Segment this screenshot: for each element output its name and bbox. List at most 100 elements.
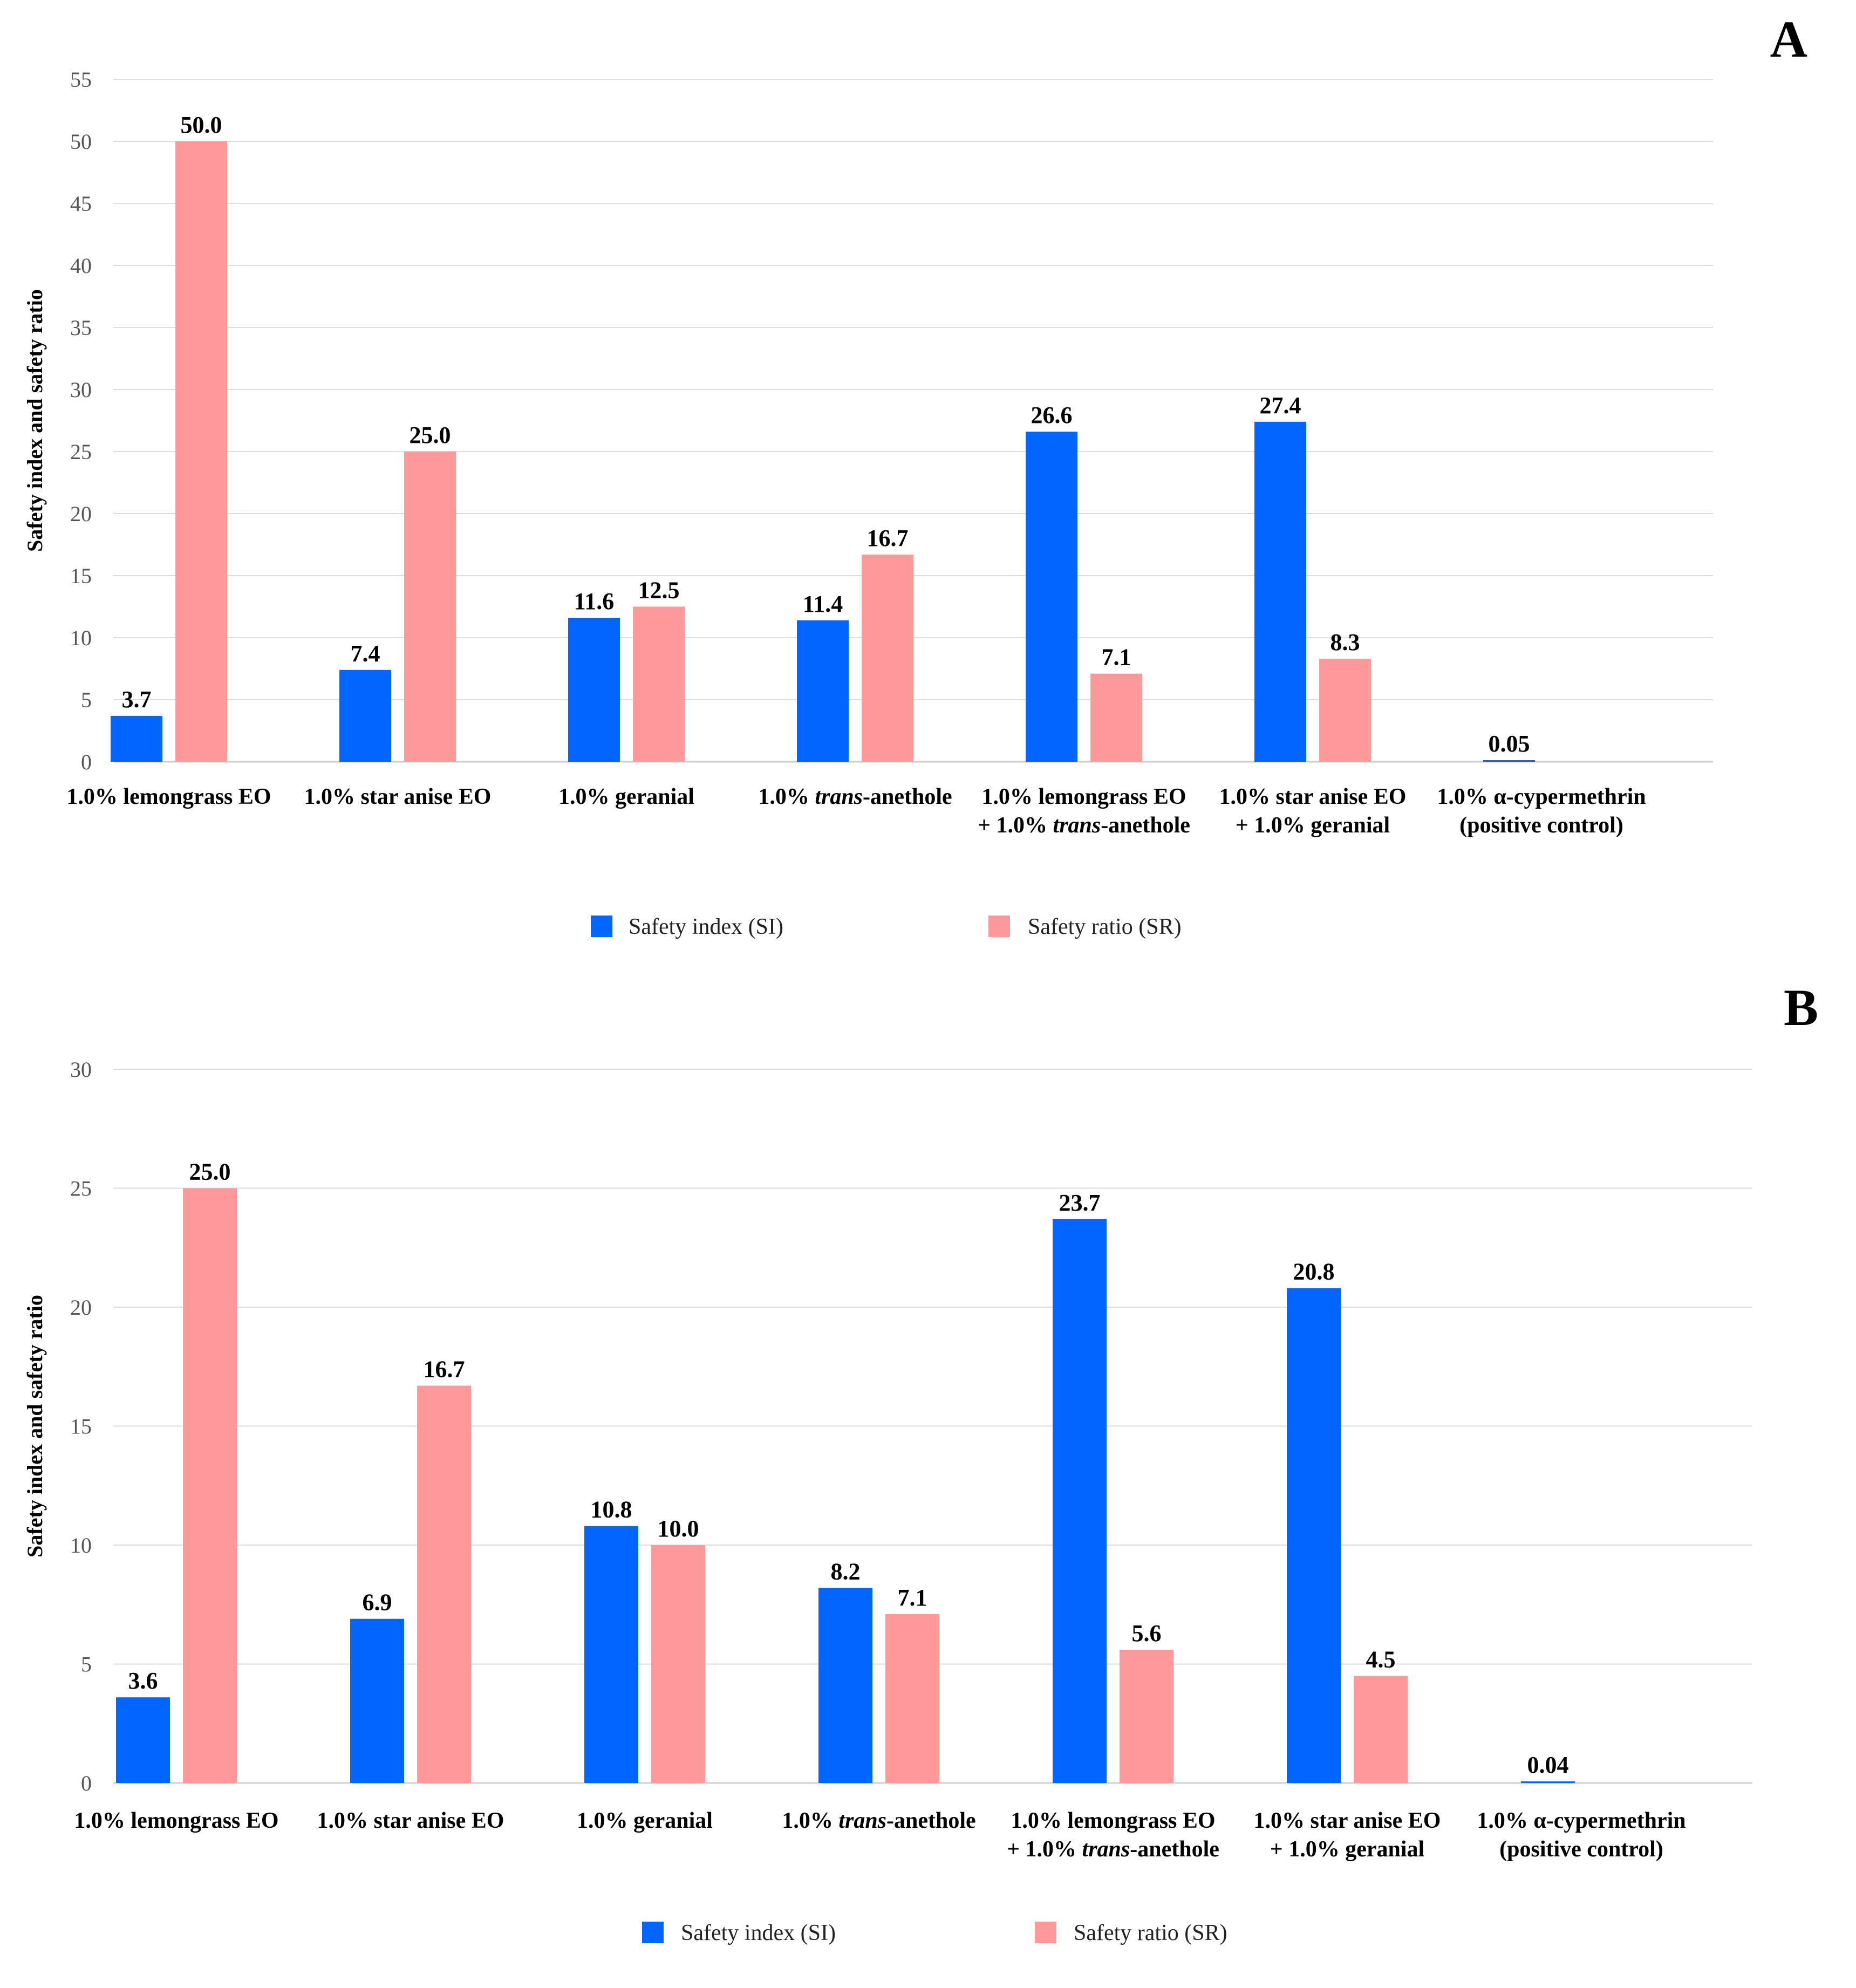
- x-category-label: + 1.0% geranial: [1236, 813, 1390, 838]
- bar-safety-ratio: [183, 1188, 237, 1783]
- x-category-label: 1.0% trans-anethole: [782, 1808, 975, 1833]
- x-category-label: 1.0% α-cypermethrin: [1477, 1808, 1686, 1833]
- x-category-label: + 1.0% geranial: [1270, 1837, 1424, 1862]
- y-tick-label: 15: [70, 564, 92, 588]
- bar-safety-ratio: [1319, 659, 1371, 762]
- bar-safety-index: [111, 715, 162, 762]
- data-label: 25.0: [189, 1159, 231, 1185]
- y-tick-label: 25: [70, 440, 92, 464]
- data-label: 26.6: [1031, 402, 1073, 428]
- bar-safety-ratio: [651, 1545, 705, 1783]
- legend-label: Safety index (SI): [629, 914, 783, 939]
- y-tick-label: 10: [70, 626, 92, 650]
- x-category-label: 1.0% trans-anethole: [758, 784, 952, 809]
- y-tick-label: 5: [81, 688, 92, 712]
- chart-a-svg: A 0 5 10 15 20 25 30 35 40 45 50 55 Safety index and …: [23, 10, 1807, 939]
- bar-safety-index: [116, 1697, 170, 1783]
- data-label: 8.3: [1330, 629, 1360, 655]
- bar-safety-index: [339, 670, 391, 762]
- bar-safety-index: [1053, 1219, 1107, 1783]
- bar-safety-index: [1026, 432, 1077, 762]
- data-label: 4.5: [1366, 1647, 1396, 1673]
- legend-label: Safety ratio (SR): [1074, 1921, 1227, 1945]
- data-label: 7.1: [1102, 644, 1131, 671]
- x-category-label: (positive control): [1459, 813, 1623, 838]
- bar-safety-ratio: [175, 141, 227, 762]
- y-tick-label: 0: [81, 750, 92, 774]
- chart-b-svg: B 0 5 10 15 20 25 30 Safety index and safety rat…: [23, 979, 1818, 1945]
- data-label: 11.6: [574, 588, 615, 614]
- bar-safety-index: [818, 1588, 872, 1783]
- data-label: 10.8: [591, 1497, 632, 1523]
- y-tick-label: 45: [70, 192, 92, 216]
- data-label: 5.6: [1132, 1620, 1162, 1647]
- data-label: 0.05: [1489, 730, 1530, 757]
- data-label: 16.7: [867, 525, 909, 551]
- data-label: 12.5: [638, 577, 680, 604]
- x-category-label: (positive control): [1499, 1837, 1663, 1862]
- data-label: 7.4: [351, 640, 380, 667]
- y-tick-label: 35: [70, 316, 92, 340]
- data-label: 25.0: [410, 422, 451, 448]
- x-category-label: 1.0% star anise EO: [1254, 1808, 1441, 1833]
- legend-swatch-sr: [1035, 1922, 1056, 1943]
- data-label: 11.4: [803, 591, 843, 617]
- x-category-label: 1.0% star anise EO: [317, 1808, 504, 1833]
- data-label: 10.0: [658, 1515, 699, 1542]
- y-tick-label: 0: [81, 1771, 92, 1795]
- bar-safety-ratio: [885, 1614, 939, 1783]
- chart-panel-a: A 0 5 10 15 20 25 30 35 40 45 50 55 Safety index and …: [0, 0, 1856, 971]
- bar-safety-ratio: [1120, 1650, 1173, 1783]
- x-category-label: 1.0% geranial: [577, 1808, 713, 1833]
- data-label: 3.6: [128, 1668, 158, 1694]
- bar-safety-index: [1521, 1781, 1575, 1783]
- x-category-label: + 1.0% trans-anethole: [978, 813, 1190, 838]
- bar-safety-ratio: [1354, 1676, 1408, 1783]
- x-category-label: + 1.0% trans-anethole: [1007, 1837, 1219, 1862]
- data-label: 50.0: [181, 112, 222, 138]
- y-tick-label: 30: [70, 378, 92, 402]
- y-tick-label: 5: [81, 1652, 92, 1677]
- bar-safety-ratio: [404, 452, 456, 762]
- panel-letter: A: [1770, 10, 1807, 68]
- data-label: 27.4: [1260, 392, 1301, 419]
- data-label: 16.7: [424, 1356, 465, 1383]
- x-category-label: 1.0% star anise EO: [304, 784, 492, 809]
- y-tick-label: 10: [70, 1533, 92, 1557]
- bar-safety-index: [797, 620, 849, 762]
- legend-swatch-si: [591, 916, 612, 937]
- y-tick-label: 20: [70, 1295, 92, 1320]
- legend-label: Safety ratio (SR): [1028, 914, 1182, 939]
- data-label: 7.1: [898, 1584, 927, 1611]
- y-axis-label: Safety index and safety ratio: [23, 289, 47, 552]
- bar-safety-ratio: [1090, 673, 1142, 762]
- legend-swatch-si: [642, 1922, 664, 1943]
- y-tick-label: 25: [70, 1177, 92, 1201]
- y-tick-label: 30: [70, 1057, 92, 1082]
- y-tick-label: 50: [70, 129, 92, 154]
- y-axis-label: Safety index and safety ratio: [23, 1295, 47, 1557]
- bar-safety-index: [350, 1618, 404, 1783]
- bar-safety-index: [584, 1526, 638, 1783]
- data-label: 6.9: [363, 1589, 392, 1616]
- bar-safety-index: [568, 618, 620, 762]
- x-category-label: 1.0% lemongrass EO: [74, 1808, 278, 1833]
- x-category-label: 1.0% lemongrass EO: [1011, 1808, 1215, 1833]
- panel-letter: B: [1784, 979, 1818, 1036]
- x-category-label: 1.0% α-cypermethrin: [1437, 784, 1646, 809]
- chart-panel-b: B 0 5 10 15 20 25 30 Safety index and safety rat…: [0, 971, 1856, 1988]
- y-tick-label: 15: [70, 1415, 92, 1439]
- legend-label: Safety index (SI): [681, 1921, 836, 1945]
- bar-safety-ratio: [862, 554, 913, 762]
- x-category-label: 1.0% star anise EO: [1219, 784, 1407, 809]
- x-category-label: 1.0% lemongrass EO: [981, 784, 1186, 809]
- x-category-label: 1.0% geranial: [558, 784, 694, 809]
- bar-safety-ratio: [633, 606, 685, 762]
- x-category-label: 1.0% lemongrass EO: [66, 784, 271, 809]
- data-label: 23.7: [1059, 1190, 1101, 1216]
- bar-safety-index: [1254, 421, 1306, 762]
- data-label: 3.7: [122, 686, 152, 713]
- bar-safety-ratio: [417, 1385, 471, 1783]
- bar-safety-index: [1287, 1288, 1341, 1783]
- y-tick-label: 40: [70, 254, 92, 278]
